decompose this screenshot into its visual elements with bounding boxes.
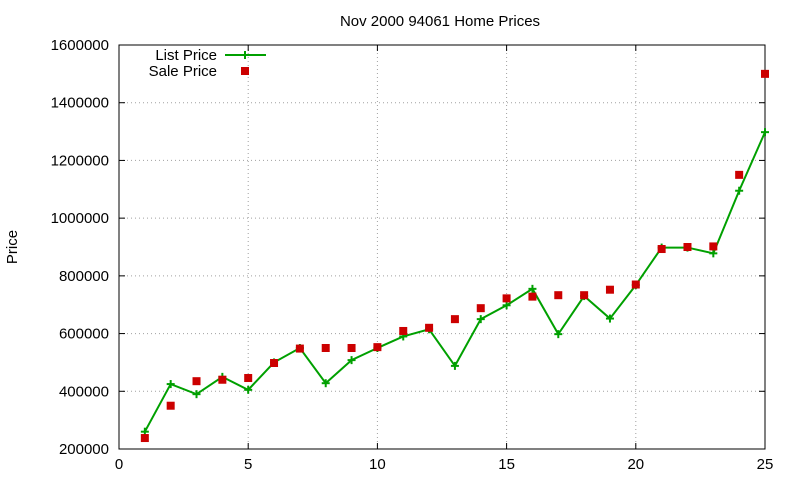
- sale-price-point: [399, 326, 408, 335]
- x-tick-label: 15: [498, 456, 515, 473]
- axis-ticks: 0 5 10 15 20 25 200000 400000 600000 800000 100000…: [51, 37, 774, 473]
- series-sale-price: [140, 69, 769, 443]
- sale-price-point: [554, 291, 563, 300]
- series-layer: [140, 69, 769, 443]
- list-price-point: [166, 380, 175, 389]
- legend-plus-marker: [241, 51, 249, 59]
- sale-price-point: [709, 242, 718, 251]
- y-axis-label: Price: [4, 230, 21, 264]
- x-tick-label: 5: [244, 456, 252, 473]
- sale-price-point: [244, 374, 253, 383]
- legend-item-sale-price: Sale Price: [149, 63, 249, 80]
- sale-price-point: [347, 344, 356, 352]
- y-tick-label: 1400000: [51, 95, 109, 112]
- list-price-point: [347, 356, 356, 365]
- sale-price-point: [218, 375, 227, 384]
- list-price-point: [450, 361, 459, 370]
- x-tick-label: 0: [115, 456, 123, 473]
- list-price-point: [321, 379, 330, 388]
- sale-price-point: [321, 344, 330, 352]
- list-price-point: [502, 301, 511, 310]
- plot-area-border: [118, 44, 766, 450]
- sale-price-point: [580, 291, 589, 300]
- legend-square-marker: [241, 67, 249, 75]
- sale-price-point: [450, 315, 459, 324]
- y-tick-label: 200000: [59, 441, 109, 458]
- sale-price-point: [528, 292, 537, 301]
- y-tick-label: 800000: [59, 268, 109, 285]
- list-price-point: [528, 284, 537, 293]
- sale-price-point: [761, 69, 769, 78]
- y-tick-label: 600000: [59, 326, 109, 343]
- x-tick-label: 20: [627, 456, 644, 473]
- legend-label: List Price: [155, 47, 217, 64]
- list-price-point: [244, 385, 253, 394]
- sale-price-point: [166, 401, 175, 410]
- sale-price-point: [476, 304, 485, 313]
- x-tick-label: 10: [369, 456, 386, 473]
- list-price-point: [761, 128, 769, 137]
- list-price-point: [605, 314, 614, 323]
- sale-price-point: [657, 245, 666, 254]
- list-price-point: [192, 390, 201, 399]
- sale-price-point: [373, 343, 382, 352]
- legend-label: Sale Price: [149, 63, 217, 80]
- chart-title: Nov 2000 94061 Home Prices: [340, 13, 540, 30]
- series-list-price: [140, 128, 769, 436]
- sale-price-point: [735, 170, 744, 179]
- sale-price-point: [295, 344, 304, 353]
- sale-price-point: [631, 280, 640, 289]
- list-price-point: [554, 330, 563, 339]
- sale-price-point: [502, 294, 511, 303]
- sale-price-point: [605, 285, 614, 294]
- sale-price-point: [192, 377, 201, 386]
- legend-item-list-price: List Price: [155, 47, 266, 64]
- list-price-point: [476, 315, 485, 324]
- y-tick-label: 1200000: [51, 152, 109, 169]
- y-tick-label: 400000: [59, 383, 109, 400]
- y-tick-label: 1600000: [51, 37, 109, 54]
- x-tick-label: 25: [757, 456, 774, 473]
- sale-price-point: [140, 434, 149, 443]
- list-price-point: [709, 249, 718, 258]
- y-tick-label: 1000000: [51, 210, 109, 227]
- list-price-line: [143, 131, 766, 433]
- sale-price-point: [683, 243, 692, 251]
- sale-price-point: [270, 359, 279, 368]
- sale-price-point: [425, 323, 434, 332]
- list-price-point: [735, 186, 744, 195]
